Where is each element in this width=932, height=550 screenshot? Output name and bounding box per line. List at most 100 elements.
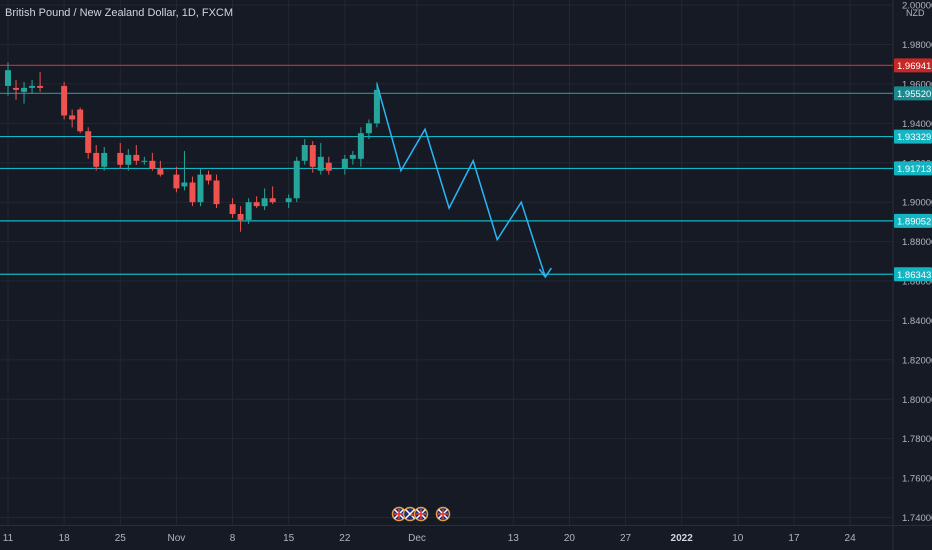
candles: [5, 62, 380, 232]
time-tick-label: 22: [339, 533, 351, 544]
candle-up: [125, 148, 132, 171]
candle-body: [205, 174, 212, 181]
candle-body: [181, 182, 188, 187]
candle-body: [61, 85, 68, 116]
time-tick-label: 10: [732, 533, 744, 544]
candle-body: [133, 154, 140, 161]
time-tick-label: 2022: [671, 533, 694, 544]
candle-down: [229, 198, 236, 218]
candle-body: [261, 198, 268, 207]
candle-body: [197, 174, 204, 203]
price-tick-label: 1.90000: [902, 198, 932, 209]
candle-down: [117, 143, 124, 169]
candle-down: [253, 196, 260, 209]
time-tick-label: 8: [230, 533, 236, 544]
price-tick-label: 1.84000: [902, 316, 932, 327]
badge-label: 1.89052: [897, 216, 931, 227]
nz-flag-icon[interactable]: [402, 506, 418, 522]
projection-line: [376, 83, 547, 278]
event-icons[interactable]: [391, 506, 451, 522]
time-axis[interactable]: 11 18 25 Nov 8 15 22 Dec 13 20 27 2022 10 17 24: [3, 533, 856, 544]
price-tick-label: 1.82000: [902, 355, 932, 366]
badge-label: 1.91713: [897, 164, 931, 175]
price-level-badge[interactable]: 1.95520: [894, 86, 932, 101]
candle-down: [85, 127, 92, 159]
candle-body: [285, 198, 292, 203]
candle-up: [141, 156, 148, 165]
candle-down: [325, 156, 332, 175]
uk-flag-icon[interactable]: [413, 506, 429, 522]
candle-up: [101, 147, 108, 171]
price-level-badge[interactable]: 1.91713: [894, 161, 932, 176]
candle-body: [301, 145, 308, 161]
candle-up: [285, 194, 292, 209]
horizontal-levels: [0, 64, 893, 275]
candle-down: [37, 72, 44, 92]
candle-up: [365, 119, 372, 140]
candle-body: [141, 160, 148, 162]
badge-label: 1.95520: [897, 89, 931, 100]
price-tick-label: 1.76000: [902, 474, 932, 485]
candle-body: [117, 152, 124, 165]
price-tick-label: 1.96000: [902, 79, 932, 90]
uk-flag-icon[interactable]: [435, 506, 451, 522]
candle-body: [5, 70, 11, 86]
badge-label: 1.93329: [897, 132, 931, 143]
candle-body: [125, 154, 132, 165]
badge-bg: [894, 267, 932, 282]
price-level-badge[interactable]: 1.86343: [894, 267, 932, 282]
candle-body: [229, 204, 236, 215]
uk-flag-icon[interactable]: [391, 506, 407, 522]
candle-body: [237, 214, 244, 220]
candle-up: [5, 62, 11, 96]
price-tick-label: 1.80000: [902, 395, 932, 406]
candle-body: [373, 89, 380, 124]
price-level-badge[interactable]: 1.93329: [894, 129, 932, 144]
price-level-badge[interactable]: 1.96941: [894, 58, 932, 73]
candle-down: [269, 186, 276, 205]
badge-bg: [894, 213, 932, 228]
price-level-badge[interactable]: 1.89052: [894, 213, 932, 228]
candle-up: [357, 127, 364, 167]
price-tick-label: 2.00000: [902, 1, 932, 12]
chart-title: British Pound / New Zealand Dollar, 1D, …: [5, 7, 234, 19]
candle-up: [245, 198, 252, 224]
candle-body: [21, 87, 28, 92]
price-tick-label: 1.94000: [902, 119, 932, 130]
candle-up: [373, 81, 380, 128]
time-tick-label: 27: [620, 533, 632, 544]
candle-up: [21, 81, 28, 104]
candle-down: [205, 170, 212, 185]
price-axis[interactable]: 2.000001.980001.960001.940001.920001.900…: [894, 1, 932, 524]
arrow-head: [538, 267, 552, 279]
candle-down: [13, 80, 20, 100]
candle-down: [133, 145, 140, 165]
badge-label: 1.96941: [897, 61, 931, 72]
candle-body: [253, 202, 260, 207]
time-tick-label: Dec: [408, 533, 426, 544]
candle-body: [293, 160, 300, 199]
candle-down: [213, 174, 220, 209]
candle-body: [325, 162, 332, 171]
candle-up: [197, 168, 204, 207]
candle-up: [349, 150, 356, 165]
candle-body: [173, 174, 180, 189]
time-tick-label: 15: [283, 533, 295, 544]
candle-down: [309, 141, 316, 173]
price-tick-label: 1.88000: [902, 237, 932, 248]
candle-body: [101, 152, 108, 167]
candle-up: [341, 154, 348, 175]
badge-bg: [894, 161, 932, 176]
candle-body: [341, 158, 348, 169]
candle-body: [365, 123, 372, 134]
currency-label: NZD: [906, 8, 925, 18]
candle-down: [93, 145, 100, 171]
time-tick-label: Nov: [168, 533, 186, 544]
price-tick-label: 1.86000: [902, 277, 932, 288]
candle-body: [189, 182, 196, 203]
badge-label: 1.86343: [897, 270, 931, 281]
price-tick-label: 1.74000: [902, 513, 932, 524]
